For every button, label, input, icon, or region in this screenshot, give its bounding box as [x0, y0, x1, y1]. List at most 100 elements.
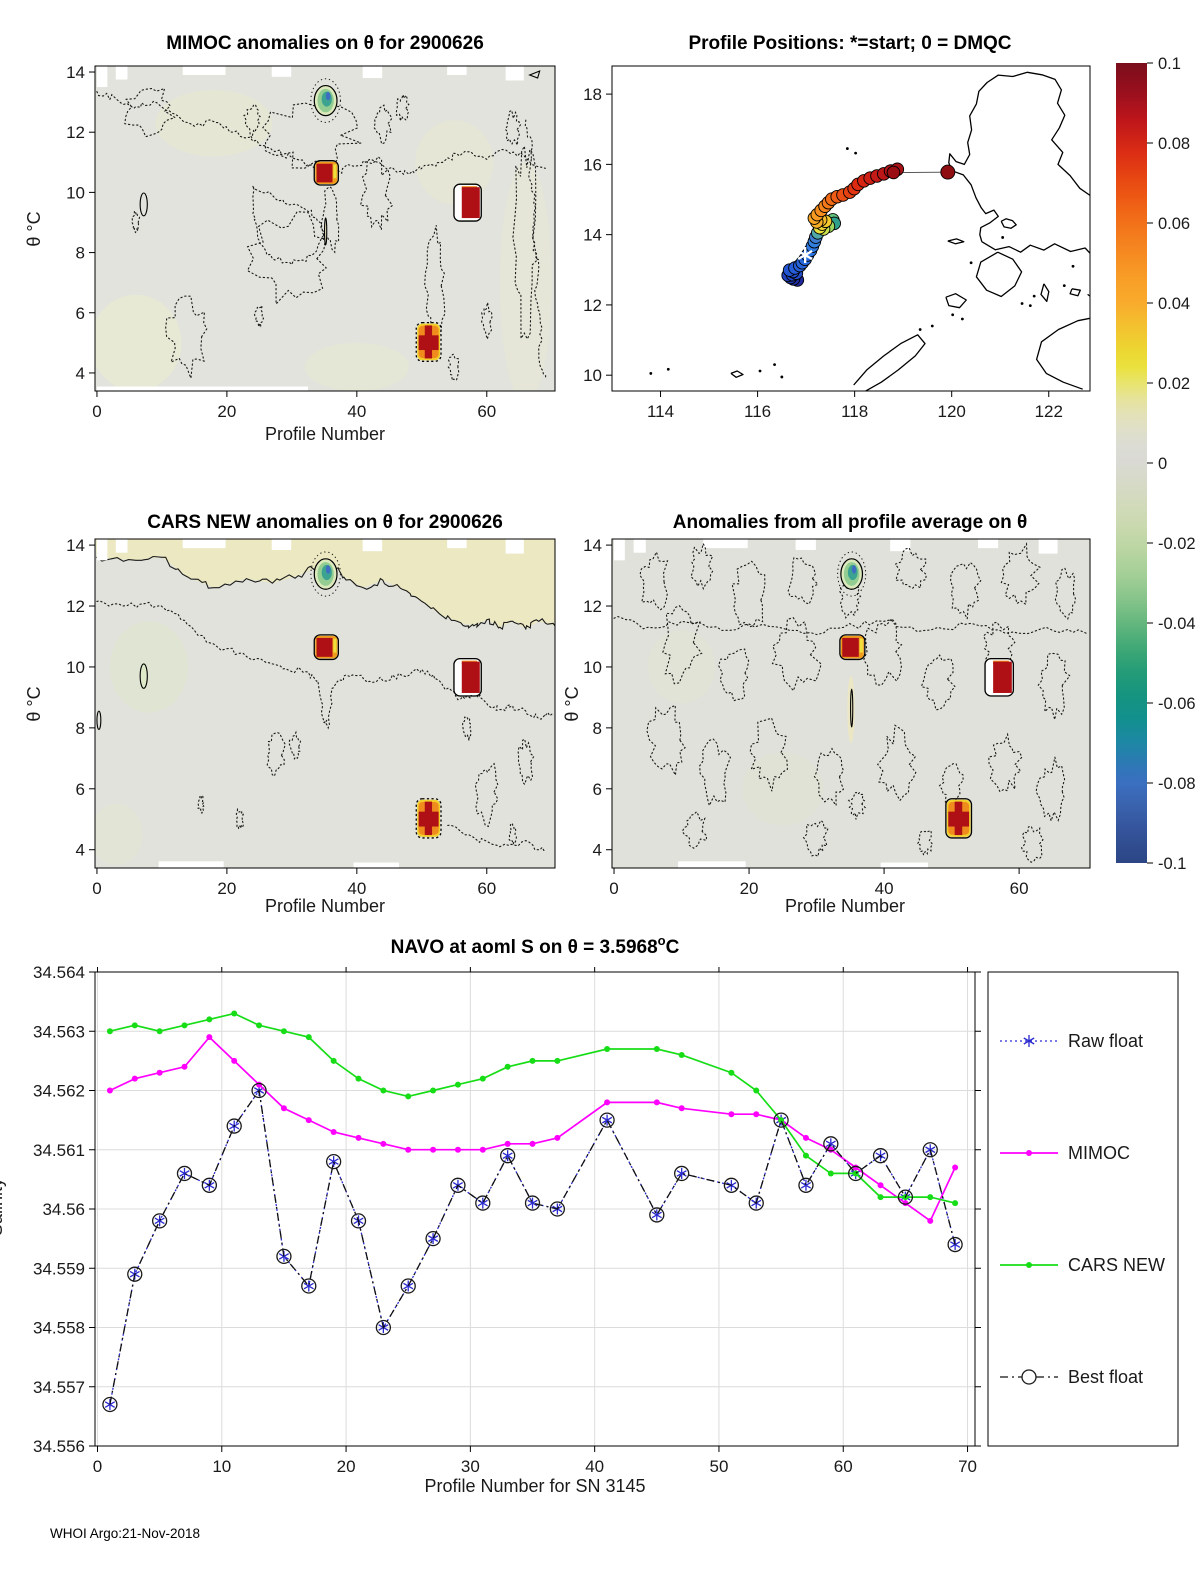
svg-text:60: 60	[477, 402, 496, 421]
panel-allprofile-anomalies: 0 20 40 60 4 6 8 10 12 14	[583, 536, 1091, 898]
mimoc-anomaly-features	[139, 70, 541, 362]
svg-text:34.556: 34.556	[33, 1437, 85, 1456]
colorbar-tick-label: -0.1	[1158, 855, 1186, 873]
series-mimoc-line	[109, 1035, 956, 1223]
float-trajectory	[781, 162, 956, 287]
svg-text:30: 30	[461, 1457, 480, 1476]
svg-text:4: 4	[593, 841, 602, 860]
svg-text:20: 20	[217, 879, 236, 898]
colorbar-gradient	[1116, 63, 1147, 863]
colorbar-tick-label: 0.08	[1158, 135, 1190, 153]
svg-text:34.562: 34.562	[33, 1082, 85, 1101]
title-navo: NAVO at aoml S on θ = 3.5968oC	[391, 933, 680, 958]
svg-text:14: 14	[66, 63, 85, 82]
svg-text:70: 70	[958, 1457, 977, 1476]
footer-stamp: WHOI Argo:21-Nov-2018	[50, 1526, 200, 1541]
svg-text:0: 0	[92, 879, 101, 898]
legend-box: Raw float MIMOC CARS NEW Best float	[987, 971, 1179, 1447]
svg-text:0: 0	[609, 879, 618, 898]
panel-cars-anomalies: 0 20 40 60 4 6 8 10 12 14	[66, 536, 556, 898]
ylabel-navo: Salinity	[0, 1178, 6, 1236]
svg-text:120: 120	[938, 402, 966, 421]
xlabel-navo: Profile Number for SN 3145	[424, 1476, 645, 1496]
legend-entry-mimoc: MIMOC	[1000, 1143, 1130, 1163]
colorbar-tick-label: 0	[1158, 455, 1167, 473]
svg-text:6: 6	[76, 304, 85, 323]
title-positions: Profile Positions: *=start; 0 = DMQC	[688, 33, 1011, 54]
legend-label: CARS NEW	[1068, 1255, 1165, 1275]
svg-text:20: 20	[337, 1457, 356, 1476]
colorbar-tick-label: -0.08	[1158, 775, 1196, 793]
svg-text:60: 60	[477, 879, 496, 898]
svg-text:34.563: 34.563	[33, 1022, 85, 1041]
colorbar-tick-label: -0.06	[1158, 695, 1196, 713]
svg-text:40: 40	[347, 402, 366, 421]
svg-text:10: 10	[212, 1457, 231, 1476]
svg-text:0: 0	[93, 1457, 102, 1476]
svg-text:40: 40	[347, 879, 366, 898]
cars-anomaly-features	[96, 551, 482, 839]
svg-text:20: 20	[217, 402, 236, 421]
colorbar-tick-label: -0.02	[1158, 535, 1196, 553]
legend-entry-best-float: Best float	[1000, 1367, 1143, 1387]
svg-text:60: 60	[1010, 879, 1029, 898]
colorbar: 0.1 0.08 0.06 0.04 0.02 0 -0.02 -0.04 -0.06 -0.08…	[1116, 55, 1196, 873]
colorbar-tick-label: -0.04	[1158, 615, 1196, 633]
legend-label: Best float	[1068, 1367, 1143, 1387]
panel-profile-positions: 114 116 118 120 122 10 12 14 16 18	[583, 65, 1091, 421]
svg-text:18: 18	[583, 85, 602, 104]
svg-text:12: 12	[583, 597, 602, 616]
svg-text:10: 10	[583, 658, 602, 677]
svg-text:34.56: 34.56	[42, 1200, 85, 1219]
panel-mimoc-anomalies: 0 20 40 60 4 6 8 10 12 14	[66, 63, 556, 421]
colorbar-tick-label: 0.1	[1158, 55, 1181, 73]
svg-text:4: 4	[76, 364, 85, 383]
svg-text:34.564: 34.564	[33, 963, 85, 982]
ylabel-mimoc: θ °C	[24, 211, 44, 246]
svg-text:12: 12	[583, 296, 602, 315]
svg-text:8: 8	[593, 719, 602, 738]
colorbar-tick-label: 0.02	[1158, 375, 1190, 393]
svg-text:0: 0	[92, 402, 101, 421]
series-cars-new-markers	[106, 1010, 959, 1207]
svg-text:14: 14	[66, 536, 85, 555]
svg-text:50: 50	[709, 1457, 728, 1476]
panel-navo-salinity: 0 10 20 30 40 50 60 70 34.556 34.557 34.558 34.559 3…	[33, 963, 981, 1476]
legend-entry-cars-new: CARS NEW	[1000, 1255, 1165, 1275]
title-allprof: Anomalies from all profile average on θ	[673, 512, 1027, 533]
svg-text:14: 14	[583, 536, 602, 555]
svg-text:8: 8	[76, 719, 85, 738]
series-cars-new-line	[109, 1012, 956, 1204]
svg-text:114: 114	[647, 402, 674, 421]
dmqc-point	[940, 164, 956, 180]
xlabel-mimoc: Profile Number	[265, 424, 385, 444]
svg-text:8: 8	[76, 244, 85, 263]
colorbar-tick-label: 0.06	[1158, 215, 1190, 233]
svg-text:20: 20	[740, 879, 759, 898]
svg-text:14: 14	[583, 226, 602, 245]
svg-text:116: 116	[744, 402, 771, 421]
title-cars: CARS NEW anomalies on θ for 2900626	[147, 512, 503, 533]
svg-text:60: 60	[834, 1457, 853, 1476]
ylabel-cars: θ °C	[24, 686, 44, 721]
map-area	[612, 66, 1090, 391]
svg-text:12: 12	[66, 597, 85, 616]
svg-text:16: 16	[583, 155, 602, 174]
svg-text:6: 6	[76, 780, 85, 799]
legend-label: MIMOC	[1068, 1143, 1130, 1163]
svg-text:34.558: 34.558	[33, 1319, 85, 1338]
ylabel-allprof: θ °C	[562, 686, 582, 721]
profile-point	[886, 165, 901, 180]
allprof-anomaly-features	[837, 551, 1015, 839]
svg-text:122: 122	[1035, 402, 1063, 421]
legend-label: Raw float	[1068, 1031, 1143, 1051]
svg-text:12: 12	[66, 123, 85, 142]
title-mimoc: MIMOC anomalies on θ for 2900626	[166, 33, 484, 54]
svg-text:34.561: 34.561	[33, 1141, 85, 1160]
svg-text:6: 6	[593, 780, 602, 799]
xlabel-cars: Profile Number	[265, 896, 385, 916]
legend-entry-raw-float: Raw float	[1000, 1031, 1143, 1051]
svg-text:10: 10	[66, 183, 85, 202]
